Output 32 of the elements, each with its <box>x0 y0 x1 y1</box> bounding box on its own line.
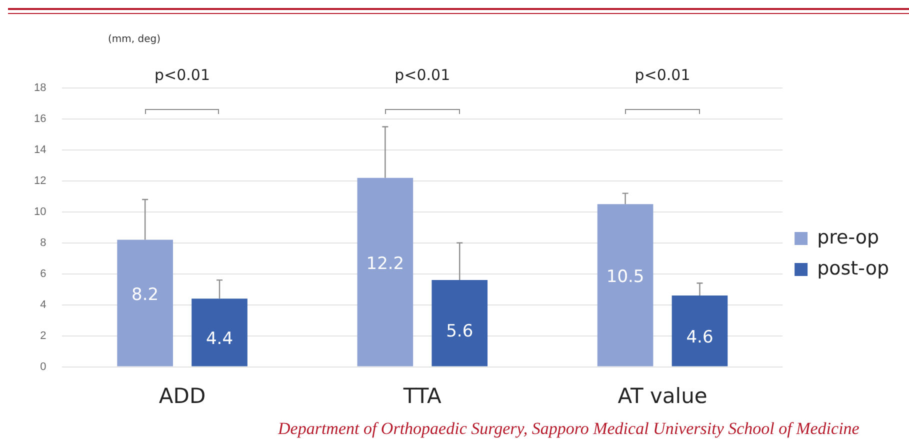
y-tick-label: 0 <box>40 360 46 373</box>
x-tick-label: TTA <box>402 384 442 408</box>
x-tick-label: ADD <box>158 384 206 408</box>
data-label: 10.5 <box>606 267 644 288</box>
legend-label: pre-op <box>817 226 880 248</box>
y-axis-title: (mm, deg) <box>108 34 160 45</box>
bar <box>432 280 488 366</box>
y-tick-label: 12 <box>34 174 46 187</box>
text: Department of Orthopaedic Surgery, Sapporo Medical University School of Medicine <box>278 419 860 439</box>
y-tick-label: 6 <box>40 268 46 280</box>
y-tick-label: 4 <box>40 298 46 311</box>
data-label: 5.6 <box>446 322 474 342</box>
data-label: 12.2 <box>366 254 404 274</box>
text: p<0.01 <box>394 66 452 84</box>
y-tick-label: 2 <box>40 330 46 342</box>
y-tick-label: 14 <box>34 144 46 156</box>
text: p<0.01 <box>634 66 692 84</box>
bar <box>597 204 654 366</box>
y-tick-label: 18 <box>34 82 46 94</box>
data-label: 4.6 <box>686 328 714 348</box>
data-label: 4.4 <box>206 328 234 349</box>
y-tick-label: 16 <box>34 113 46 126</box>
y-tick-label: 8 <box>40 236 46 249</box>
data-label: 8.2 <box>132 284 159 305</box>
bar <box>672 296 728 366</box>
bar <box>192 298 248 366</box>
y-tick-label: 10 <box>34 206 46 218</box>
text: p<0.01 <box>154 66 212 84</box>
x-tick-label: AT value <box>618 384 708 408</box>
bar <box>357 178 414 366</box>
bar <box>117 240 173 366</box>
legend-label: post-op <box>817 257 890 280</box>
